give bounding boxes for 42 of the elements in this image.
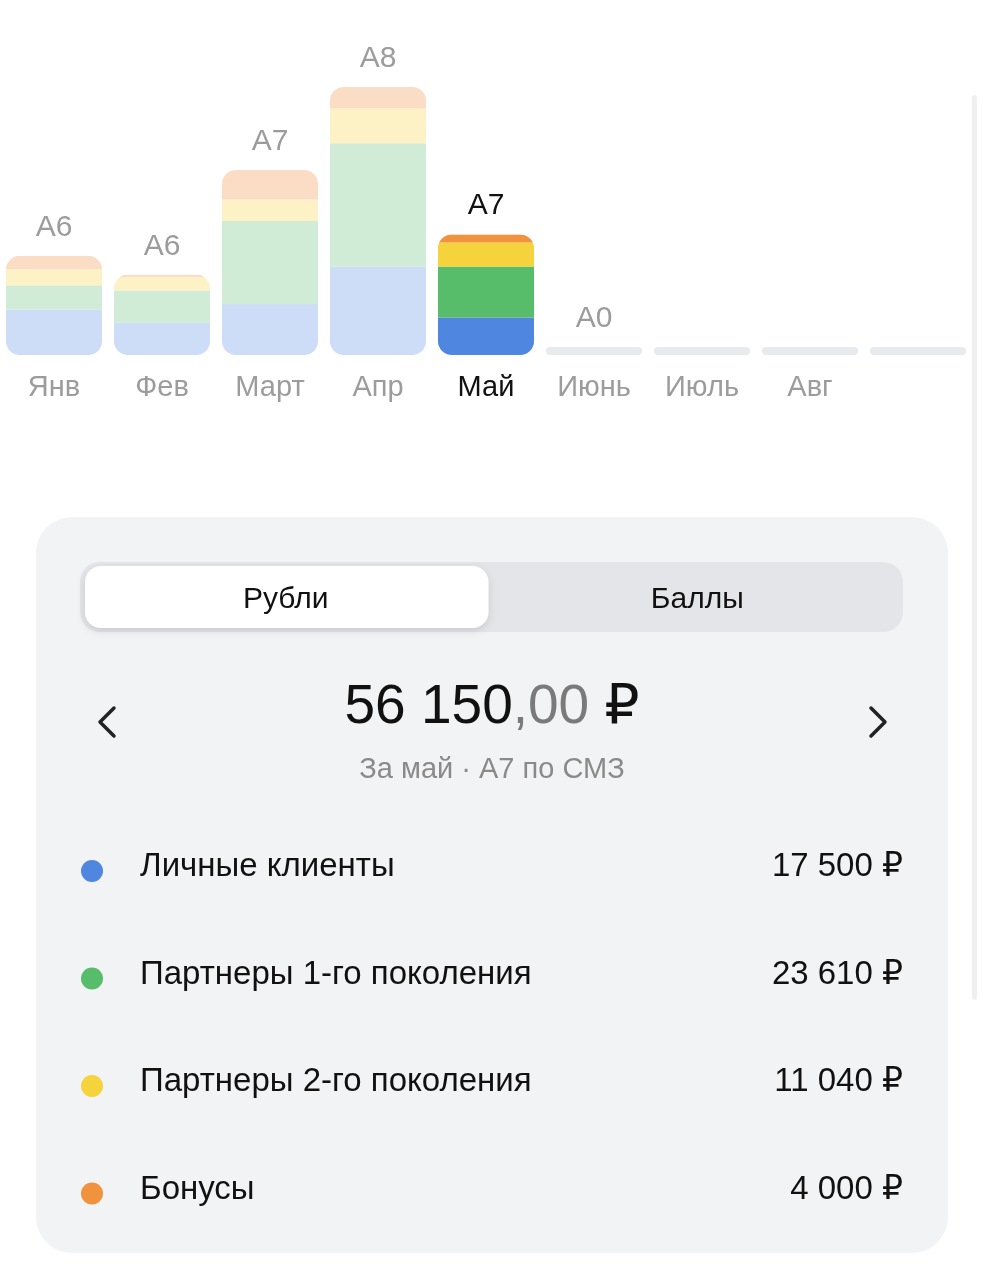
bar bbox=[221, 199, 319, 221]
x-tick-label: Март bbox=[235, 370, 305, 402]
text: 11 040 ₽ bbox=[774, 1061, 903, 1098]
text: За май · А7 по СМЗ bbox=[359, 752, 625, 784]
x-tick-label: Авг bbox=[787, 370, 833, 402]
legend-label: Бонусы bbox=[140, 1168, 255, 1206]
text: 17 500 ₽ bbox=[771, 846, 903, 883]
x-tick-label: Июль bbox=[665, 370, 739, 402]
bar bbox=[437, 317, 535, 355]
x-tick-label: Апр bbox=[352, 370, 404, 402]
x-tick-label: Янв bbox=[27, 370, 81, 402]
bar bbox=[113, 322, 211, 355]
bar bbox=[221, 221, 319, 305]
text: 23 610 ₽ bbox=[771, 953, 903, 991]
x-tick-label: Май bbox=[457, 370, 515, 402]
annotation: А8 bbox=[359, 40, 397, 73]
bar bbox=[113, 277, 211, 291]
bar bbox=[329, 266, 427, 355]
annotation: А7 bbox=[251, 123, 289, 157]
bar bbox=[437, 242, 535, 267]
bar bbox=[5, 309, 103, 355]
annotation: А6 bbox=[143, 227, 181, 261]
annotation: А7 bbox=[467, 187, 505, 221]
legend-label: Партнеры 1-го поколения bbox=[140, 953, 532, 991]
x-tick-label: Фев bbox=[135, 370, 189, 402]
bar bbox=[113, 290, 211, 323]
annotation: А6 bbox=[35, 208, 73, 242]
bar bbox=[329, 87, 427, 109]
text: 56 150,00 ₽ bbox=[344, 673, 640, 735]
bar bbox=[437, 266, 535, 318]
bar bbox=[329, 143, 427, 267]
x-tick-label: Июнь bbox=[557, 370, 631, 402]
bar bbox=[5, 269, 103, 286]
annotation: А0 bbox=[575, 299, 613, 333]
legend-label: Партнеры 2-го поколения bbox=[140, 1061, 532, 1098]
bar bbox=[5, 285, 103, 310]
text: 4 000 ₽ bbox=[790, 1168, 903, 1206]
text: Баллы bbox=[650, 581, 744, 614]
text: Рубли bbox=[243, 581, 329, 614]
bar bbox=[221, 170, 319, 200]
bar bbox=[221, 304, 319, 355]
bar bbox=[329, 108, 427, 144]
